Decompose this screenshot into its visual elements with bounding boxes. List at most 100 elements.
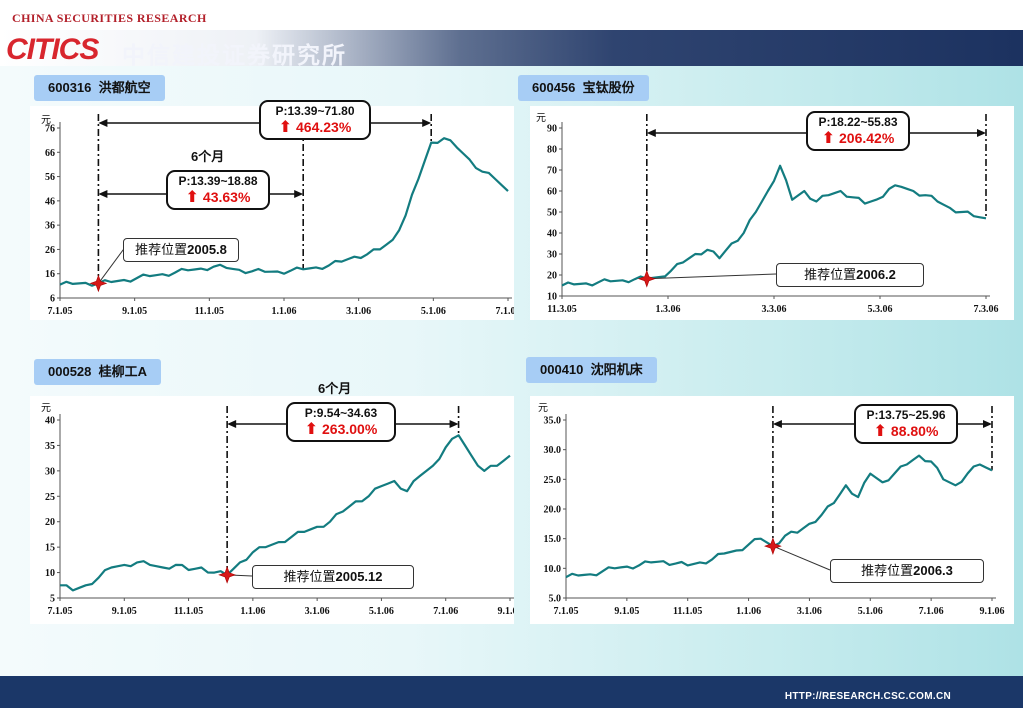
stock-code: 600316: [48, 80, 92, 95]
arrow-head-left: [646, 129, 656, 137]
stock-name: 宝钛股份: [582, 80, 635, 95]
recommend-star-icon: [764, 537, 782, 555]
x-tick-label: 5.1.06: [421, 306, 446, 317]
y-tick-label: 30.0: [544, 445, 562, 456]
y-tick-label: 56: [45, 172, 55, 183]
y-tick-label: 66: [45, 148, 55, 159]
y-tick-label: 26: [45, 245, 55, 256]
y-tick-label: 25: [45, 492, 55, 503]
y-tick-label: 70: [547, 166, 557, 177]
recommend-prefix: 推荐位置: [804, 267, 857, 282]
duration-label: 6个月: [318, 381, 352, 396]
percent-gain: 43.63%: [202, 189, 251, 205]
stock-tag-000410: 000410 沈阳机床: [526, 357, 657, 383]
y-tick-label: 76: [45, 124, 55, 135]
line-chart-000528: 40 35 30 25 20 15 10 57.1.05 9.1.05 11.1.05 1.1.06…: [45, 406, 523, 617]
y-unit-label: 元: [538, 403, 548, 414]
y-tick-label: 10: [45, 568, 55, 579]
chart-panel-000528: 40 35 30 25 20 15 10 5 7.1.05 9.1.05 11.1.05 1.1.06…: [30, 396, 523, 624]
percent-gain: 464.23%: [296, 119, 352, 135]
arrow-head-right: [977, 129, 986, 137]
percent-gain: 263.00%: [322, 421, 378, 437]
x-tick-label: 9.1.06: [980, 606, 1005, 617]
y-tick-label: 36: [45, 221, 55, 232]
recommend-position-label: 推荐位置2006.2: [776, 263, 924, 287]
price-range: P:13.39~71.80: [275, 104, 355, 118]
y-tick-label: 35.0: [544, 416, 562, 427]
percent-gain: 206.42%: [839, 130, 895, 146]
price-series-line: [565, 454, 993, 579]
percent-gain: 88.80%: [890, 423, 939, 439]
x-tick-label: 9.1.06: [498, 606, 515, 617]
y-tick-label: 20: [547, 271, 557, 282]
recommend-date: 2005.8: [187, 242, 227, 257]
y-tick-label: 40: [547, 229, 557, 240]
price-range: P:13.39~18.88: [178, 174, 258, 188]
up-arrow-icon: ⬆: [304, 421, 319, 438]
y-unit-label: 元: [41, 403, 51, 414]
recommend-prefix: 推荐位置: [283, 569, 336, 584]
footer-url: HTTP://RESEARCH.CSC.COM.CN: [784, 691, 951, 702]
price-change-callout: P:13.39~18.88 ⬆ 43.63%: [166, 170, 270, 210]
price-change-callout: P:13.39~71.80 ⬆ 464.23%: [259, 100, 371, 140]
x-tick-label: 11.1.05: [195, 306, 224, 317]
x-tick-label: 3.1.06: [346, 306, 371, 317]
y-tick-label: 90: [547, 124, 557, 135]
chart-panel-600316: 76 66 56 46 36 26 16 6 7.1.05 9.1.05 11.1.05 1.1.06…: [30, 106, 521, 320]
price-range: P:13.75~25.96: [866, 408, 946, 422]
y-tick-label: 15.0: [544, 534, 562, 545]
y-tick-label: 50: [547, 208, 557, 219]
price-change-callout: P:9.54~34.63 ⬆ 263.00%: [286, 402, 396, 442]
price-change-callout: P:18.22~55.83 ⬆ 206.42%: [806, 111, 910, 151]
y-tick-label: 6: [50, 294, 55, 305]
recommend-star-icon: [89, 274, 108, 293]
arrow-head-right: [983, 420, 992, 428]
stock-name: 洪都航空: [98, 80, 151, 95]
recommend-prefix: 推荐位置: [135, 242, 188, 257]
recommend-star-icon: [637, 269, 656, 288]
x-tick-label: 1.3.06: [656, 304, 681, 315]
price-series-line: [561, 164, 987, 287]
price-range: P:9.54~34.63: [304, 406, 378, 420]
x-tick-label: 7.1.06: [496, 306, 515, 317]
y-tick-label: 46: [45, 196, 55, 207]
recommend-star-icon: [218, 566, 236, 584]
brand-english: CHINA SECURITIES RESEARCH: [12, 11, 207, 25]
y-tick-label: 5: [50, 594, 55, 605]
recommend-leader-line: [772, 545, 831, 571]
up-arrow-icon: ⬆: [185, 189, 200, 206]
top-strip: [0, 0, 1023, 30]
y-tick-label: 20.0: [544, 505, 562, 516]
arrow-head-left: [227, 420, 237, 428]
x-tick-label: 3.3.06: [762, 304, 787, 315]
brand-chinese: 中信建投证券研究所: [122, 43, 347, 69]
y-tick-label: 15: [45, 543, 55, 554]
x-tick-label: 5.1.06: [858, 606, 883, 617]
y-tick-label: 25.0: [544, 475, 562, 486]
price-change-callout: P:13.75~25.96 ⬆ 88.80%: [854, 404, 958, 444]
y-tick-label: 35: [45, 441, 55, 452]
x-tick-label: 11.1.05: [174, 606, 203, 617]
x-tick-label: 5.3.06: [868, 304, 893, 315]
x-tick-label: 9.1.05: [614, 606, 639, 617]
header-banner: [0, 30, 1023, 66]
arrow-head-left: [98, 119, 108, 127]
line-chart-000410: 35.0 30.0 25.0 20.0 15.0 10.0 5.07.1.05 9.1.05 1…: [544, 406, 1005, 617]
y-tick-label: 10.0: [544, 564, 562, 575]
stock-tag-600316: 600316 洪都航空: [34, 75, 165, 101]
arrow-head-right: [449, 420, 459, 428]
recommend-position-label: 推荐位置2006.3: [830, 559, 984, 583]
chart-panel-600456: 90 80 70 60 50 40 30 20 10 11.3.05 1.3.06 3.3.06 5.3…: [530, 106, 1014, 320]
y-tick-label: 30: [45, 466, 55, 477]
x-tick-label: 7.1.06: [919, 606, 944, 617]
recommend-position-label: 推荐位置2005.8: [123, 238, 239, 262]
recommend-leader-line: [646, 273, 777, 280]
y-tick-label: 80: [547, 145, 557, 156]
x-tick-label: 9.1.05: [112, 606, 137, 617]
recommend-prefix: 推荐位置: [861, 563, 914, 578]
stock-code: 600456: [532, 80, 576, 95]
x-tick-label: 7.1.06: [433, 606, 458, 617]
x-tick-label: 1.1.06: [272, 306, 297, 317]
line-chart-600316: 76 66 56 46 36 26 16 67.1.05 9.1.05 11.1.05 1.1.06…: [45, 114, 521, 317]
